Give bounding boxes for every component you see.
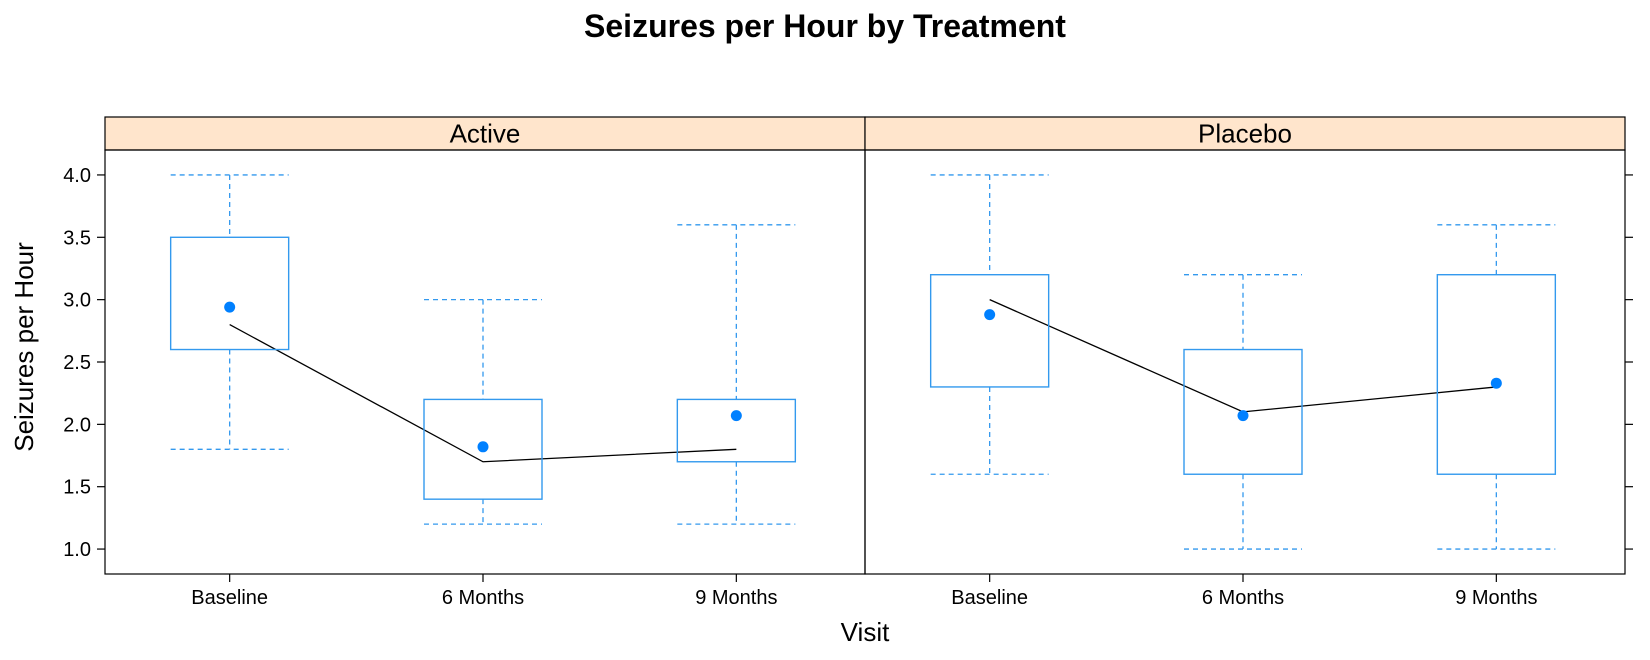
box-rect — [929, 274, 1050, 388]
x-tick-label: 6 Months — [442, 587, 524, 609]
y-tick-label: 4.0 — [63, 165, 91, 187]
box-placebo-9-months — [1436, 224, 1557, 550]
panel-frame-active — [104, 149, 866, 575]
mean-point — [477, 441, 489, 453]
box-rect — [1436, 274, 1557, 475]
mean-point — [224, 301, 236, 313]
mean-point — [1490, 377, 1502, 389]
x-tick-label: 6 Months — [1202, 587, 1284, 609]
panel-frame-placebo — [864, 149, 1626, 575]
strip-placebo — [864, 116, 1626, 151]
x-tick-label: Baseline — [191, 587, 268, 609]
strip-active — [104, 116, 866, 151]
mean-point — [730, 410, 742, 422]
y-tick-label: 2.0 — [63, 414, 91, 436]
panel-active: Active 1.0 1.5 2.0 2.5 3.0 3.5 4.0 Baseline 6 Mon… — [63, 116, 866, 609]
y-tick-label: 3.5 — [63, 227, 91, 249]
box-rect — [676, 398, 797, 463]
y-axis-label: Seizures per Hour — [9, 242, 39, 452]
strip-label-placebo: Placebo — [1198, 119, 1292, 149]
mean-point — [1237, 410, 1249, 422]
box-rect — [169, 236, 290, 351]
box-active-6-months — [423, 298, 543, 525]
median-line-placebo — [989, 299, 1497, 413]
chart-title: Seizures per Hour by Treatment — [584, 8, 1066, 44]
strip-label-active: Active — [450, 119, 521, 149]
median-line-active — [229, 324, 737, 463]
x-tick-label: 9 Months — [695, 587, 777, 609]
x-tick-label: 9 Months — [1455, 587, 1537, 609]
y-tick-label: 1.5 — [63, 477, 91, 499]
y-tick-label: 2.5 — [63, 352, 91, 374]
box-placebo-baseline — [929, 174, 1050, 475]
panel-placebo: Placebo Baseline 6 Months 9 Months — [864, 116, 1633, 609]
mean-point — [984, 309, 996, 321]
panels: Active 1.0 1.5 2.0 2.5 3.0 3.5 4.0 Baseline 6 Mon… — [63, 116, 1633, 609]
y-tick-label: 1.0 — [63, 539, 91, 561]
y-tick-label: 3.0 — [63, 290, 91, 312]
box-active-baseline — [169, 174, 290, 450]
box-placebo-6-months — [1183, 274, 1303, 550]
box-active-9-months — [676, 224, 797, 525]
x-tick-label: Baseline — [951, 587, 1028, 609]
box-rect — [423, 398, 543, 500]
box-rect — [1183, 348, 1303, 475]
x-axis-label: Visit — [841, 617, 890, 647]
